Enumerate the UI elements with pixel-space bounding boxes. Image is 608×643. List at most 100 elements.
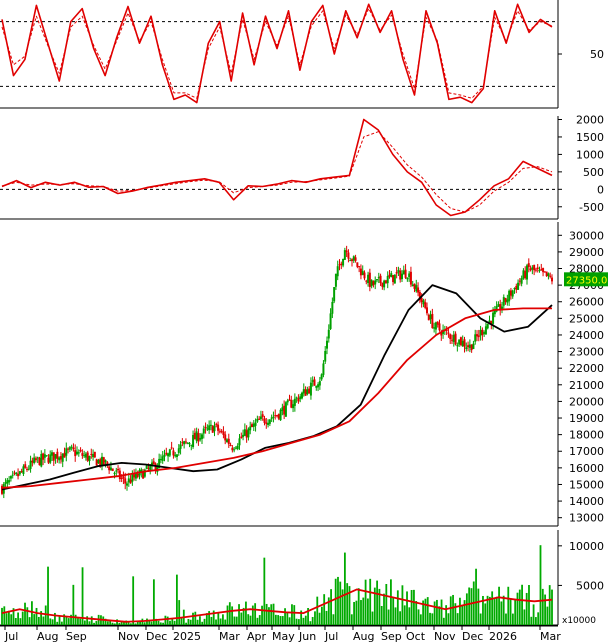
volume-bar xyxy=(162,622,164,625)
volume-bar xyxy=(28,617,31,625)
candle-body xyxy=(390,273,393,278)
candle-body xyxy=(8,480,11,483)
volume-bar xyxy=(155,618,158,625)
volume-bar xyxy=(187,618,190,625)
volume-bar xyxy=(201,621,204,625)
volume-bar xyxy=(293,605,296,625)
x-axis-tick-label: Mar xyxy=(219,630,240,643)
candle-body xyxy=(106,462,109,465)
candle-body xyxy=(126,483,128,486)
volume-bar xyxy=(424,598,427,625)
candle-body xyxy=(238,438,241,446)
candle-body xyxy=(270,417,273,419)
volume-bar xyxy=(408,607,411,625)
volume-bar xyxy=(265,603,268,625)
candle-body xyxy=(542,268,545,273)
candle-body xyxy=(429,314,432,320)
candle-body xyxy=(190,444,193,446)
candle-body xyxy=(267,422,270,425)
candle-body xyxy=(286,400,289,403)
volume-bar xyxy=(164,615,167,625)
candle-body xyxy=(77,452,80,454)
candle-body xyxy=(449,334,452,340)
candle-body xyxy=(484,326,487,335)
candle-body xyxy=(283,405,286,415)
candle-body xyxy=(247,428,250,438)
volume-bar xyxy=(152,579,155,625)
candle-body xyxy=(388,274,391,277)
volume-bar xyxy=(17,612,20,625)
candle-body xyxy=(231,447,234,451)
candle-body xyxy=(56,451,59,459)
volume-bar xyxy=(355,600,358,625)
volume-bar xyxy=(95,621,98,625)
volume-bar xyxy=(277,615,280,625)
candle-body xyxy=(370,280,373,287)
volume-bar xyxy=(297,619,300,625)
candle-body xyxy=(183,441,186,445)
volume-bar xyxy=(288,617,291,625)
candle-body xyxy=(195,431,198,441)
volume-bar xyxy=(373,587,376,625)
volume-bar xyxy=(51,619,54,625)
candle-body xyxy=(263,418,266,423)
candle-body xyxy=(38,457,41,466)
volume-bar xyxy=(534,617,537,625)
candle-body xyxy=(320,374,323,380)
candle-body xyxy=(15,472,18,475)
x-axis: Jul Aug Sep Nov Dec 2025 Mar Apr May Jun Jul Aug Sep… xyxy=(0,625,561,643)
candle-body xyxy=(451,339,453,341)
volume-tick-label: 5000 xyxy=(576,579,604,592)
candle-body xyxy=(383,280,386,288)
volume-bar xyxy=(440,599,443,625)
volume-bar xyxy=(134,623,137,625)
candle-body xyxy=(118,470,121,480)
candle-body xyxy=(304,389,307,396)
candle-body xyxy=(184,441,187,443)
candle-body xyxy=(313,379,316,386)
price-tick-label: 18000 xyxy=(569,429,604,442)
candle-body xyxy=(308,388,311,394)
volume-average-line xyxy=(1,588,553,623)
volume-bar xyxy=(477,588,480,625)
candle-body xyxy=(413,283,416,289)
x-axis-tick-label: May xyxy=(272,630,295,643)
volume-bar xyxy=(233,616,236,625)
volume-bar xyxy=(548,585,551,625)
candle-body xyxy=(124,478,127,484)
volume-bar xyxy=(348,586,351,625)
candle-body xyxy=(177,448,180,453)
candle-body xyxy=(401,273,403,280)
volume-bar xyxy=(286,612,289,625)
volume-bar xyxy=(302,617,305,625)
candle-body xyxy=(347,252,350,259)
candle-body xyxy=(397,269,400,273)
candle-body xyxy=(249,426,252,431)
volume-bar xyxy=(357,588,360,625)
candle-body xyxy=(188,443,191,445)
candle-body xyxy=(88,456,91,462)
candle-body xyxy=(6,480,9,484)
candle-body xyxy=(240,436,243,439)
candle-body xyxy=(297,398,300,402)
candle-body xyxy=(243,429,246,436)
candle-body xyxy=(517,282,520,290)
candle-body xyxy=(227,438,230,445)
volume-bar xyxy=(383,593,385,625)
candle-body xyxy=(72,447,75,450)
candle-body xyxy=(258,418,261,420)
candle-body xyxy=(224,434,227,441)
candle-body xyxy=(427,314,430,321)
candle-body xyxy=(74,450,77,457)
candle-body xyxy=(520,278,523,284)
volume-bar xyxy=(169,620,171,625)
volume-bar xyxy=(113,623,116,625)
volume-bar xyxy=(532,604,535,625)
candle-body xyxy=(197,433,200,442)
candle-body xyxy=(172,450,175,456)
volume-bar xyxy=(226,605,229,625)
volume-bar xyxy=(240,612,243,625)
x-axis-tick-label: Jul xyxy=(324,630,338,643)
volume-bar xyxy=(456,613,459,625)
candle-body xyxy=(551,277,553,282)
